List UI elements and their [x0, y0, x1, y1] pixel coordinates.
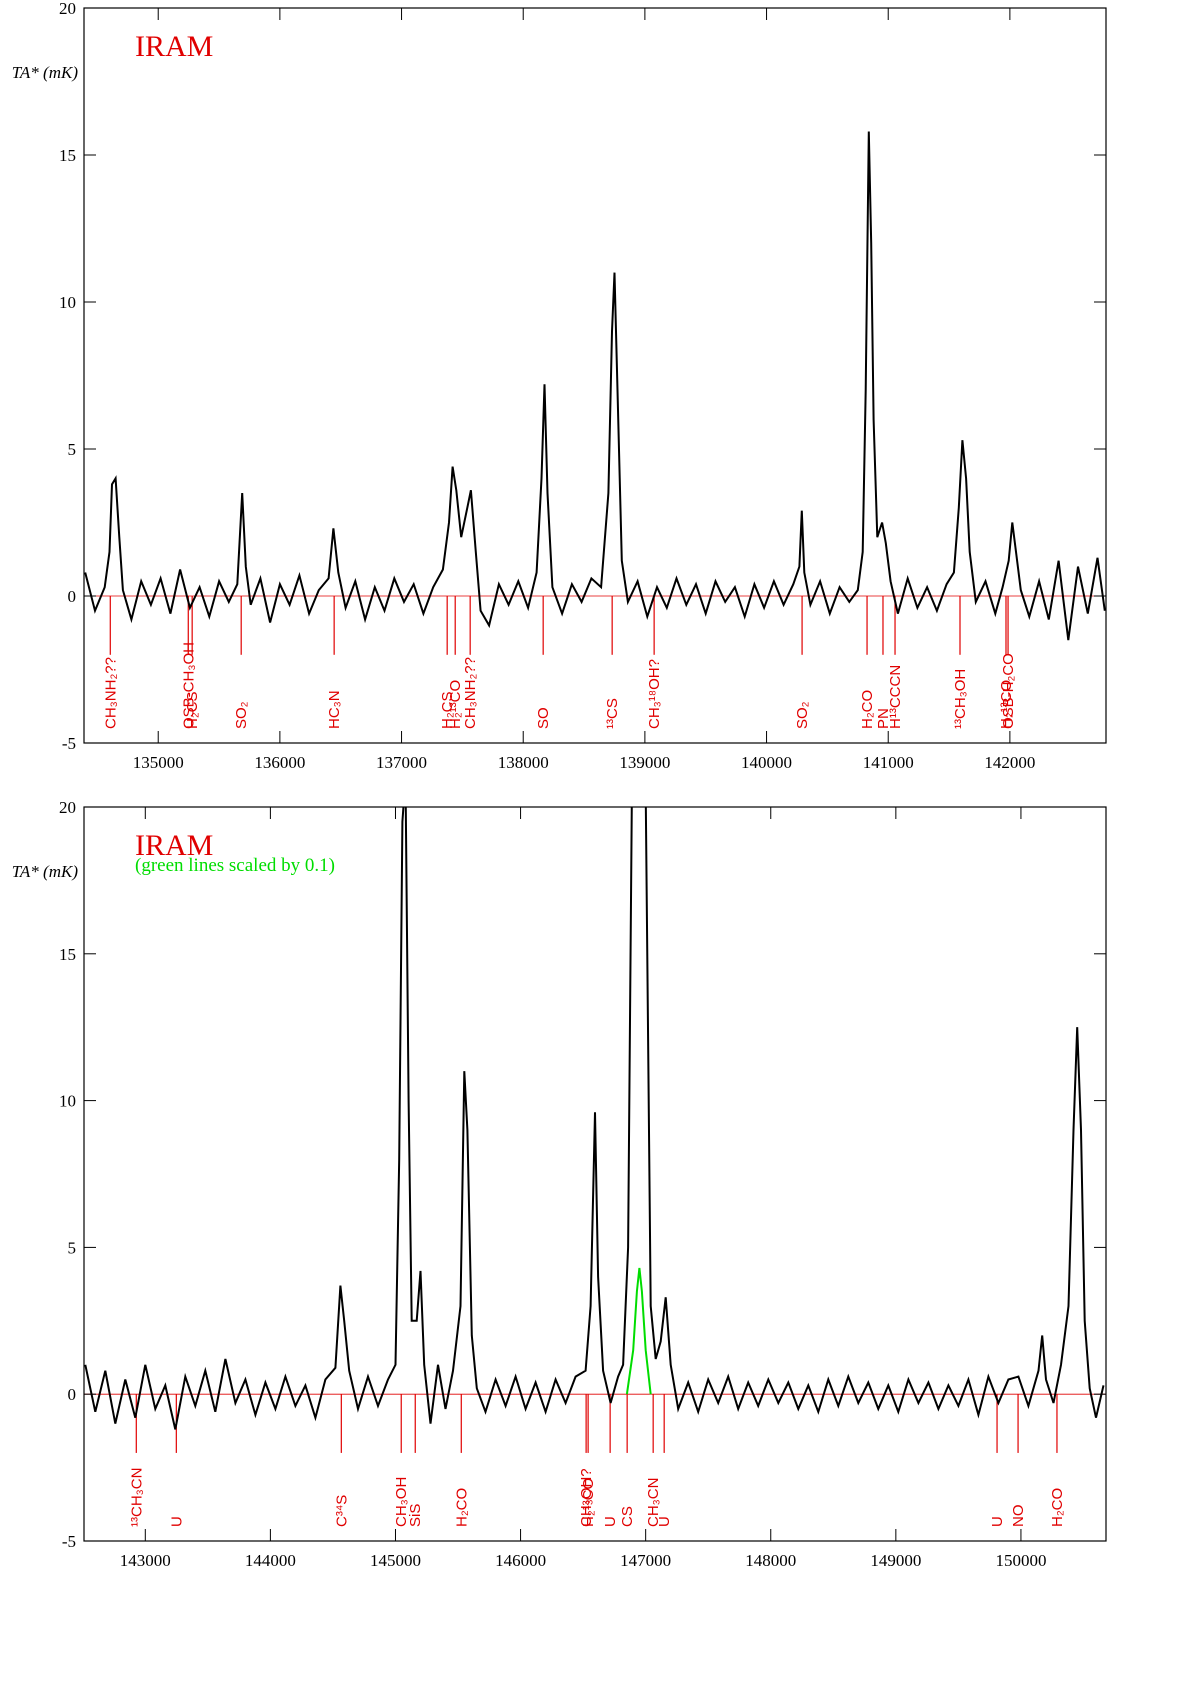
y-tick-label: 5	[68, 1238, 77, 1257]
spectrum	[84, 807, 1105, 1430]
line-label: CH₃¹⁸OH?	[646, 659, 663, 729]
line-label: HC₃N	[326, 690, 343, 729]
line-label: U	[168, 1516, 185, 1527]
y-tick-label: 20	[59, 798, 76, 817]
y-tick-label: 0	[68, 1385, 77, 1404]
line-label: PN	[875, 708, 892, 729]
line-label: NO	[1010, 1505, 1027, 1528]
line-label: CH₃OH	[393, 1477, 410, 1527]
x-tick-label: 146000	[495, 1551, 546, 1570]
spectrum	[625, 1267, 652, 1395]
line-label: SiS	[407, 1504, 424, 1527]
spectrum	[84, 131, 1106, 641]
plot-frame	[83, 7, 1107, 744]
y-tick-label: 20	[59, 0, 76, 18]
y-tick-label: 5	[68, 440, 77, 459]
x-tick-label: 142000	[984, 753, 1035, 772]
y-tick-label: 10	[59, 293, 76, 312]
x-tick-label: 144000	[245, 1551, 296, 1570]
line-label: U	[602, 1516, 619, 1527]
annotation: (green lines scaled by 0.1)	[135, 855, 335, 876]
y-tick-label: 10	[59, 1092, 76, 1111]
line-label: H₂¹³CO	[580, 1478, 597, 1527]
y-tick-label: -5	[62, 734, 76, 753]
x-tick-label: 147000	[620, 1551, 671, 1570]
line-label: H¹³CCCN	[887, 665, 904, 729]
line-label: OSB-CH₃OH	[180, 642, 197, 729]
line-label: H₂¹³CO	[998, 680, 1015, 729]
x-tick-label: 148000	[745, 1551, 796, 1570]
plot-frame	[83, 806, 1107, 1542]
line-label: CH₃OH?	[578, 1468, 595, 1527]
line-label: H₂¹³CO	[447, 680, 464, 729]
x-tick-label: 135000	[133, 753, 184, 772]
line-label: OSB-H₂CO	[1000, 653, 1017, 729]
x-tick-label: 143000	[120, 1551, 171, 1570]
line-label: H₂CO	[859, 690, 876, 729]
line-label: H₂CO	[453, 1488, 470, 1527]
line-label: CH₃NH₂??	[462, 657, 479, 729]
x-tick-label: 150000	[995, 1551, 1046, 1570]
line-label: CH₃CN	[645, 1478, 662, 1527]
x-tick-label: 139000	[619, 753, 670, 772]
x-tick-label: 145000	[370, 1551, 421, 1570]
y-axis-label: TA* (mK)	[12, 63, 79, 82]
line-label: ¹³CS	[604, 698, 621, 729]
annotation: IRAM	[135, 30, 213, 63]
y-tick-label: 15	[59, 945, 76, 964]
line-label: CH₃NH₂??	[102, 657, 119, 729]
line-label: ¹³CH₃OH	[952, 669, 969, 729]
line-label: H₂CO	[1049, 1488, 1066, 1527]
line-label: SO₂	[233, 701, 250, 729]
x-tick-label: 140000	[741, 753, 792, 772]
line-label: U	[989, 1516, 1006, 1527]
line-label: H₂CS	[184, 692, 201, 730]
line-label: U	[656, 1516, 673, 1527]
x-tick-label: 137000	[376, 753, 427, 772]
line-label: C³⁴S	[333, 1495, 350, 1527]
x-tick-label: 141000	[863, 753, 914, 772]
line-label: ¹³CH₃CN	[128, 1468, 145, 1527]
annotation: IRAM	[135, 829, 213, 862]
line-label: CS	[619, 1506, 636, 1527]
x-tick-label: 136000	[254, 753, 305, 772]
y-tick-label: 15	[59, 146, 76, 165]
x-tick-label: 149000	[870, 1551, 921, 1570]
line-label: H₂CS	[439, 692, 456, 730]
y-tick-label: 0	[68, 587, 77, 606]
line-label: SO	[535, 707, 552, 729]
x-tick-label: 138000	[498, 753, 549, 772]
y-tick-label: -5	[62, 1532, 76, 1551]
y-axis-label: TA* (mK)	[12, 862, 79, 881]
line-label: SO₂	[794, 701, 811, 729]
